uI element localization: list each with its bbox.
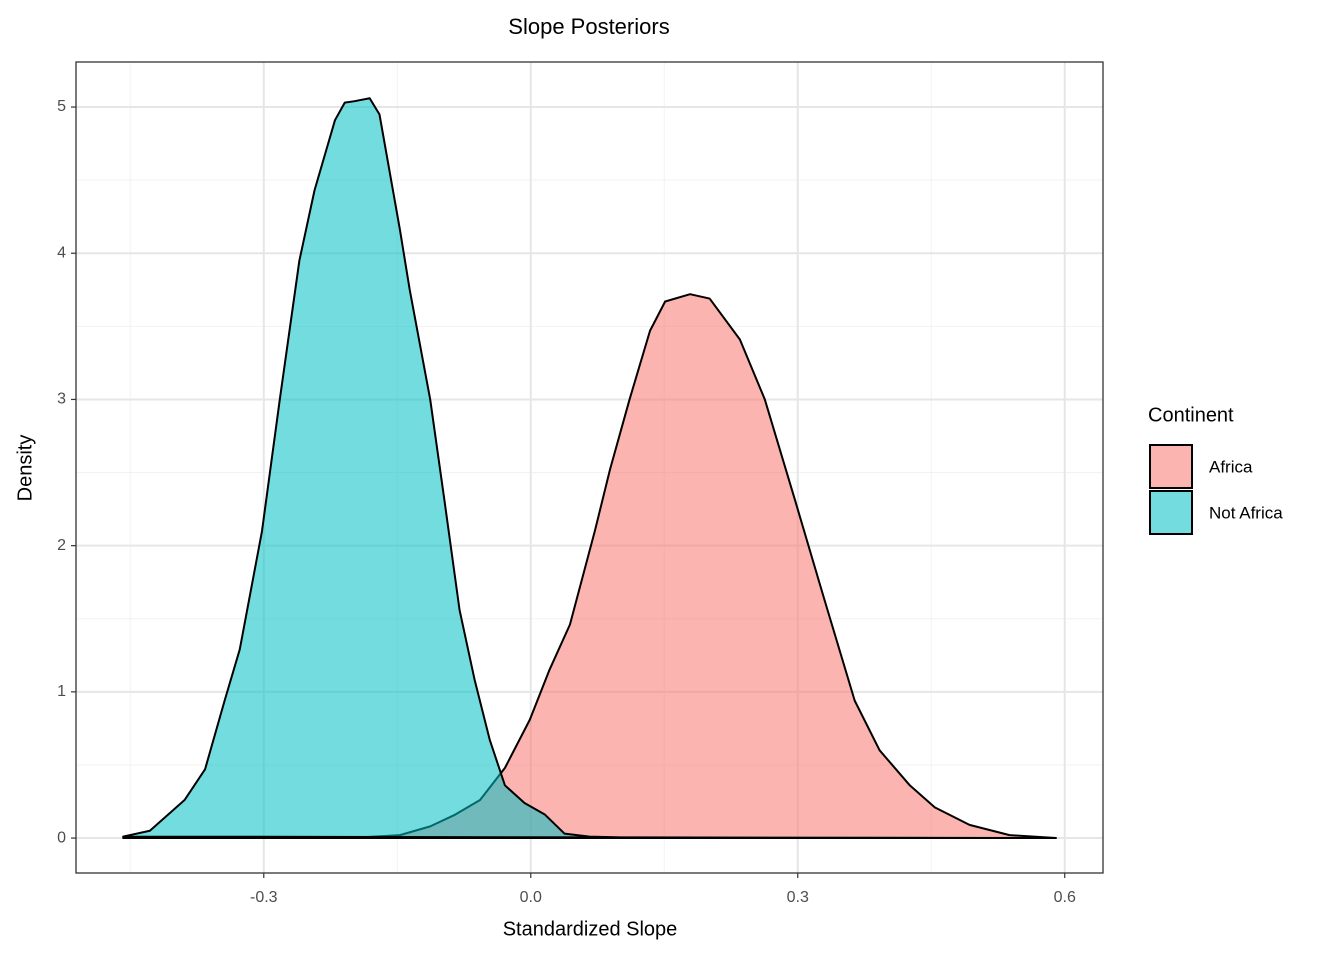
y-tick-label: 4: [57, 244, 66, 261]
panel-border: [75, 61, 1104, 874]
x-tick-label: -0.3: [250, 889, 278, 906]
y-tick-label: 1: [57, 683, 66, 700]
y-tick-label: 5: [57, 98, 66, 115]
density-area: [122, 97, 1057, 840]
y-tick-label: 2: [57, 537, 66, 554]
legend-title: Continent: [1148, 404, 1234, 426]
legend-key: [1149, 444, 1193, 489]
legend-key: [1149, 490, 1193, 535]
legend-label: Africa: [1209, 457, 1253, 476]
x-tick-label: 0.0: [520, 889, 542, 906]
y-axis-label: Density: [14, 435, 36, 502]
legend-label: Not Africa: [1209, 503, 1283, 522]
x-axis-label: Standardized Slope: [503, 918, 678, 940]
y-tick-label: 0: [57, 829, 66, 846]
x-tick-label: 0.6: [1054, 889, 1076, 906]
chart-title: Slope Posteriors: [508, 14, 669, 39]
y-tick-label: 3: [57, 391, 66, 408]
x-tick-label: 0.3: [787, 889, 809, 906]
